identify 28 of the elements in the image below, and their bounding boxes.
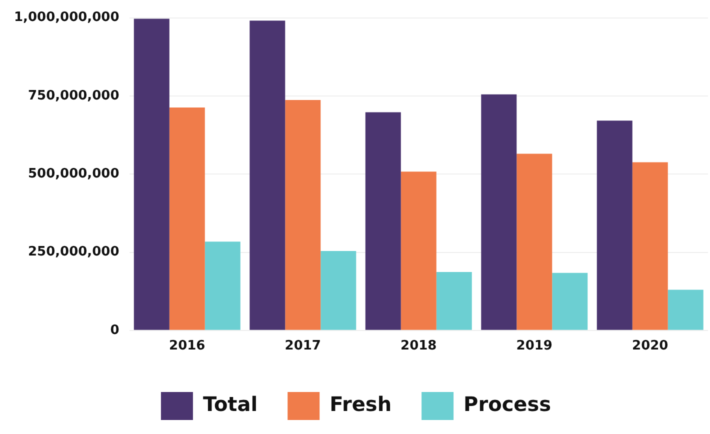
bar bbox=[632, 162, 668, 330]
bar bbox=[481, 94, 517, 330]
x-tick-label: 2017 bbox=[284, 338, 321, 354]
legend-label: Process bbox=[464, 392, 552, 416]
bar bbox=[516, 154, 552, 330]
legend-label: Total bbox=[202, 392, 258, 416]
bar bbox=[169, 108, 205, 330]
bar bbox=[285, 100, 321, 330]
y-tick-label: 750,000,000 bbox=[28, 88, 120, 104]
bar bbox=[134, 18, 170, 330]
y-tick-label: 500,000,000 bbox=[28, 166, 120, 182]
bar bbox=[204, 242, 240, 330]
x-tick-label: 2018 bbox=[400, 338, 437, 354]
bar bbox=[596, 120, 632, 330]
bar bbox=[400, 172, 436, 330]
legend-label: Fresh bbox=[330, 392, 392, 416]
x-tick-label: 2016 bbox=[169, 338, 206, 354]
y-tick-label: 0 bbox=[110, 322, 120, 338]
y-tick-label: 1,000,000,000 bbox=[14, 10, 120, 26]
bar bbox=[436, 272, 472, 330]
bar bbox=[365, 112, 401, 330]
bar bbox=[320, 251, 356, 330]
y-tick-label: 250,000,000 bbox=[28, 244, 120, 260]
x-tick-label: 2020 bbox=[632, 338, 668, 354]
bar bbox=[668, 290, 704, 330]
bar bbox=[250, 20, 286, 330]
x-tick-label: 2019 bbox=[516, 338, 552, 354]
bar bbox=[552, 272, 588, 330]
